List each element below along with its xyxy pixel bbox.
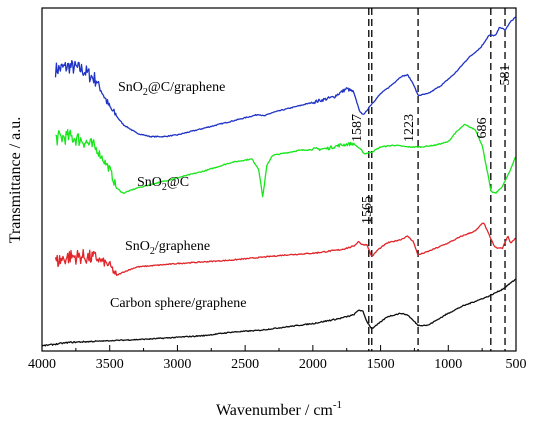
x-axis-ticks (41, 345, 517, 351)
x-tick-label: 3500 (96, 357, 124, 372)
peak-label-581: 581 (498, 65, 513, 86)
x-axis-tick-labels: 4000 3500 3000 2500 2000 1500 1000 500 (28, 357, 527, 372)
series-label-carbon-sphere-graphene: Carbon sphere/graphene (110, 296, 246, 311)
x-tick-label: 2000 (299, 357, 327, 372)
series-line-3 (41, 278, 517, 347)
series-line-0 (54, 16, 516, 138)
peak-labels: 1587 1565 1223 686 581 (350, 65, 513, 225)
x-tick-label: 4000 (28, 357, 56, 372)
x-tick-label: 1000 (434, 357, 462, 372)
series-line-1 (55, 123, 517, 198)
x-tick-label: 1500 (367, 357, 395, 372)
series-label-sno2-c: SnO2@C (137, 175, 189, 193)
peak-reference-lines (368, 8, 506, 351)
series-label-sno2-graphene: SnO2/graphene (125, 239, 210, 257)
x-tick-label: 3000 (163, 357, 191, 372)
x-tick-label: 2500 (231, 357, 259, 372)
x-axis-title: Wavenumber / cm-1 (216, 399, 342, 419)
peak-label-1565: 1565 (360, 196, 375, 224)
x-tick-label: 500 (506, 357, 527, 372)
peak-label-1223: 1223 (402, 114, 417, 142)
series-line-2 (54, 222, 516, 276)
series-label-sno2-c-graphene: SnO2@C/graphene (118, 80, 225, 98)
series-layer (41, 16, 517, 347)
peak-label-686: 686 (475, 118, 490, 139)
y-axis-title: Transmittance / a.u. (7, 117, 24, 244)
peak-label-1587: 1587 (350, 114, 365, 142)
